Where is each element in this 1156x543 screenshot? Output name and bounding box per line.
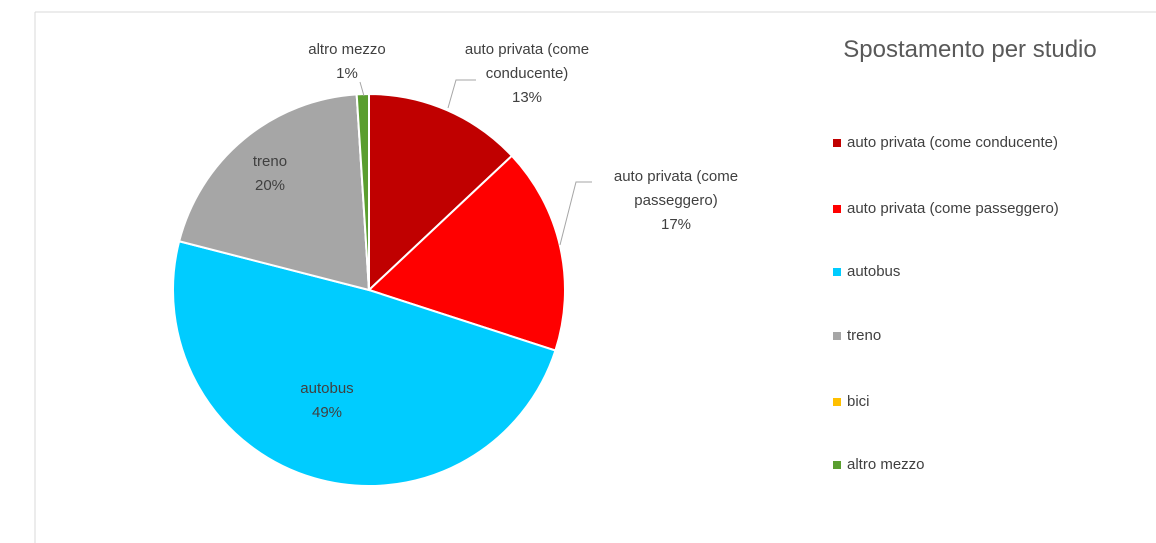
chart-title: Spostamento per studio bbox=[843, 36, 1097, 63]
slice-value-label: 20% bbox=[254, 177, 286, 194]
legend-label: auto privata (come conducente) bbox=[847, 134, 1058, 151]
slice-label: autobus bbox=[300, 380, 354, 397]
slice-value-label: 49% bbox=[311, 404, 343, 421]
legend-item: auto privata (come passeggero) bbox=[833, 200, 1059, 217]
slice-label: treno bbox=[252, 153, 288, 170]
legend-item: bici bbox=[833, 393, 870, 410]
legend-label: autobus bbox=[847, 263, 901, 280]
pie-slice bbox=[367, 154, 566, 352]
legend-item: autobus bbox=[833, 263, 900, 280]
legend-swatch bbox=[833, 398, 841, 407]
leader-line bbox=[447, 79, 476, 109]
legend-item: auto privata (come conducente) bbox=[833, 134, 1058, 151]
legend-item: altro mezzo bbox=[833, 456, 925, 473]
legend-label: altro mezzo bbox=[847, 456, 925, 473]
legend-label: bici bbox=[847, 393, 870, 410]
legend-swatch bbox=[833, 332, 841, 341]
pie bbox=[172, 92, 566, 487]
slice-value-label: 17% bbox=[660, 216, 692, 233]
pie-slice bbox=[172, 240, 557, 487]
pie-slice bbox=[177, 93, 371, 292]
leader-line bbox=[359, 81, 365, 97]
slice-value-label: 13% bbox=[511, 89, 543, 106]
slice-value-label: 1% bbox=[336, 65, 358, 82]
slice-label: altro mezzo bbox=[308, 41, 386, 58]
legend-swatch bbox=[833, 139, 841, 148]
legend-label: treno bbox=[847, 327, 882, 344]
legend-swatch bbox=[833, 461, 841, 470]
legend-label: auto privata (come passeggero) bbox=[847, 200, 1059, 217]
legend-swatch bbox=[833, 268, 841, 277]
slice-label: auto privata (come conducente) bbox=[464, 41, 590, 82]
slice-label: auto privata (come passeggero) bbox=[613, 168, 739, 209]
legend-swatch bbox=[833, 205, 841, 214]
legend-item: treno bbox=[833, 327, 881, 344]
pie-slice bbox=[355, 92, 370, 291]
leader-line bbox=[559, 181, 592, 246]
pie-slice bbox=[368, 92, 514, 293]
